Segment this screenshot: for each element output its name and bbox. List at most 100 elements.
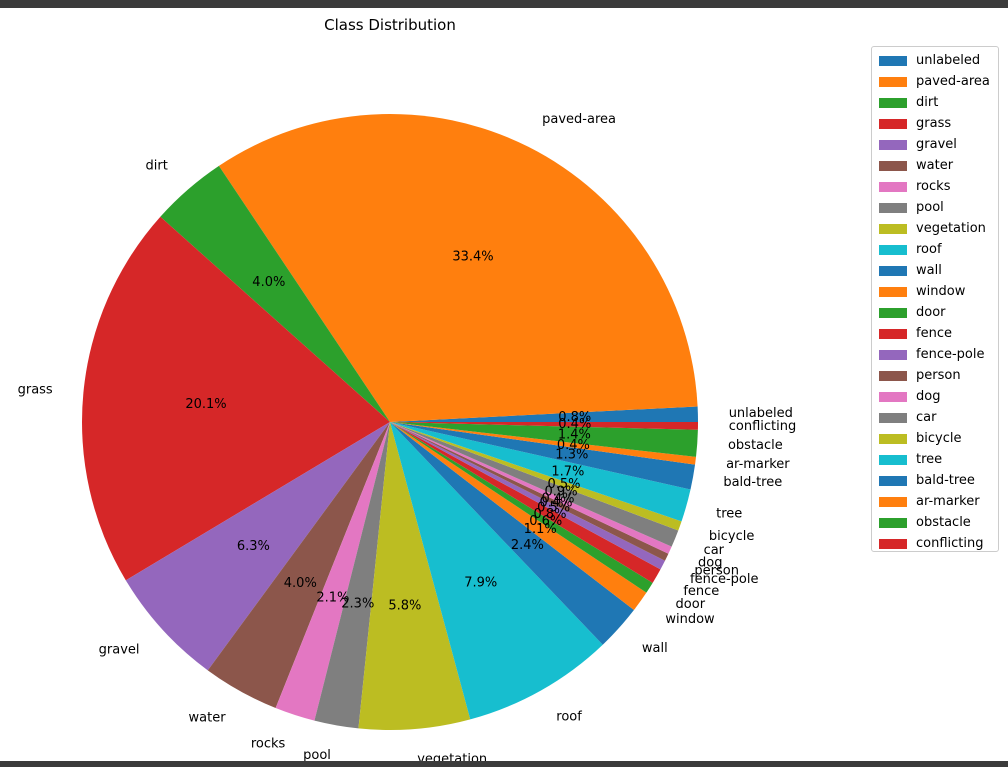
legend-item-gravel: gravel — [872, 134, 998, 155]
legend-swatch — [879, 350, 907, 360]
legend-item-pool: pool — [872, 197, 998, 218]
legend-label: roof — [916, 242, 942, 257]
legend-label: bicycle — [916, 431, 961, 446]
legend-swatch — [879, 161, 907, 171]
slice-label-obstacle: obstacle — [728, 438, 783, 453]
legend-item-dog: dog — [872, 386, 998, 407]
legend-item-bicycle: bicycle — [872, 428, 998, 449]
legend-label: car — [916, 410, 936, 425]
legend-item-car: car — [872, 407, 998, 428]
legend-swatch — [879, 413, 907, 423]
legend-item-water: water — [872, 155, 998, 176]
legend-label: tree — [916, 452, 942, 467]
slice-label-car: car — [704, 543, 725, 558]
legend-item-obstacle: obstacle — [872, 512, 998, 533]
legend-swatch — [879, 476, 907, 486]
slice-pct-vegetation: 5.8% — [388, 599, 421, 614]
legend-item-conflicting: conflicting — [872, 533, 998, 554]
slice-label-ar-marker: ar-marker — [726, 457, 790, 472]
legend-label: dirt — [916, 95, 938, 110]
slice-label-dog: dog — [698, 556, 722, 571]
legend-label: fence — [916, 326, 952, 341]
slice-pct-paved-area: 33.4% — [452, 249, 493, 264]
slice-pct-conflicting: 0.4% — [558, 417, 591, 432]
legend-label: grass — [916, 116, 951, 131]
legend-item-grass: grass — [872, 113, 998, 134]
legend-swatch — [879, 308, 907, 318]
legend-item-ar-marker: ar-marker — [872, 491, 998, 512]
legend-item-unlabeled: unlabeled — [872, 50, 998, 71]
legend-label: wall — [916, 263, 942, 278]
slice-label-wall: wall — [642, 641, 668, 656]
legend-label: paved-area — [916, 74, 990, 89]
legend-swatch — [879, 245, 907, 255]
legend-item-door: door — [872, 302, 998, 323]
legend-label: obstacle — [916, 515, 971, 530]
slice-label-tree: tree — [716, 506, 742, 521]
legend-item-fence-pole: fence-pole — [872, 344, 998, 365]
legend-item-wall: wall — [872, 260, 998, 281]
slice-label-paved-area: paved-area — [542, 112, 616, 127]
legend-item-tree: tree — [872, 449, 998, 470]
slice-pct-dirt: 4.0% — [252, 275, 285, 290]
legend-label: vegetation — [916, 221, 986, 236]
legend-label: ar-marker — [916, 494, 980, 509]
legend-item-dirt: dirt — [872, 92, 998, 113]
legend-swatch — [879, 392, 907, 402]
legend-swatch — [879, 371, 907, 381]
legend-swatch — [879, 56, 907, 66]
slice-pct-tree: 1.7% — [551, 465, 584, 480]
legend-item-bald-tree: bald-tree — [872, 470, 998, 491]
legend-swatch — [879, 518, 907, 528]
legend-swatch — [879, 329, 907, 339]
slice-pct-water: 4.0% — [284, 576, 317, 591]
legend-swatch — [879, 497, 907, 507]
slice-pct-pool: 2.3% — [341, 596, 374, 611]
legend-item-fence: fence — [872, 323, 998, 344]
slice-pct-wall: 2.4% — [511, 538, 544, 553]
legend-label: unlabeled — [916, 53, 980, 68]
slice-label-dirt: dirt — [146, 159, 168, 174]
slice-pct-roof: 7.9% — [464, 576, 497, 591]
legend-label: door — [916, 305, 946, 320]
legend-swatch — [879, 266, 907, 276]
legend-item-paved-area: paved-area — [872, 71, 998, 92]
legend-swatch — [879, 287, 907, 297]
legend-item-rocks: rocks — [872, 176, 998, 197]
legend-label: fence-pole — [916, 347, 984, 362]
legend-label: person — [916, 368, 961, 383]
legend-swatch — [879, 98, 907, 108]
legend: unlabeled paved-area dirt grass gravel water r… — [871, 46, 999, 552]
legend-item-roof: roof — [872, 239, 998, 260]
legend-swatch — [879, 140, 907, 150]
legend-item-person: person — [872, 365, 998, 386]
legend-swatch — [879, 434, 907, 444]
legend-swatch — [879, 203, 907, 213]
slice-label-rocks: rocks — [251, 737, 286, 752]
legend-label: bald-tree — [916, 473, 975, 488]
slice-label-door: door — [676, 597, 706, 612]
slice-label-bicycle: bicycle — [709, 529, 754, 544]
legend-label: dog — [916, 389, 940, 404]
legend-swatch — [879, 224, 907, 234]
slice-pct-grass: 20.1% — [185, 397, 226, 412]
slice-label-window: window — [665, 612, 715, 627]
slice-label-gravel: gravel — [99, 643, 140, 658]
slice-label-pool: pool — [303, 748, 331, 761]
legend-label: window — [916, 284, 965, 299]
legend-label: rocks — [916, 179, 950, 194]
legend-label: pool — [916, 200, 944, 215]
legend-label: conflicting — [916, 536, 984, 551]
slice-label-conflicting: conflicting — [729, 419, 797, 434]
slice-pct-gravel: 6.3% — [237, 539, 270, 554]
slice-label-grass: grass — [18, 382, 53, 397]
legend-item-window: window — [872, 281, 998, 302]
slice-label-roof: roof — [556, 710, 582, 725]
legend-swatch — [879, 455, 907, 465]
legend-swatch — [879, 77, 907, 87]
legend-swatch — [879, 119, 907, 129]
chart-title: Class Distribution — [290, 16, 490, 34]
legend-swatch — [879, 539, 907, 549]
legend-label: gravel — [916, 137, 957, 152]
slice-label-vegetation: vegetation — [417, 752, 487, 761]
